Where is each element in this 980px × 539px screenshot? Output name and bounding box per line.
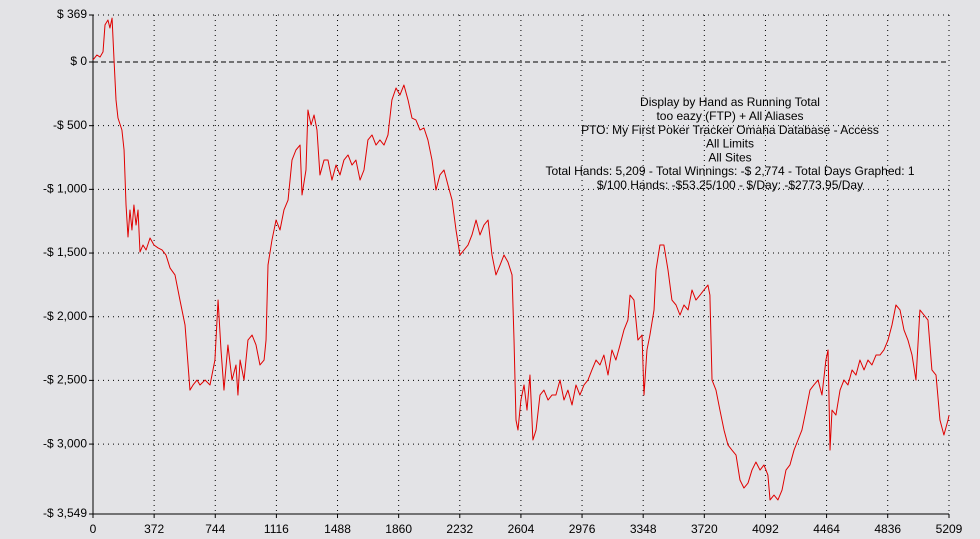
x-tick-label: 372 [144,522,164,536]
annotation: too eazy (FTP) + All Aliases [656,109,803,123]
annotation: Total Hands: 5,209 - Total Winnings: -$ … [545,164,914,178]
y-tick-label: -$ 3,000 [43,436,87,450]
y-tick-label: -$ 500 [53,118,87,132]
x-tick-label: 2976 [569,522,596,536]
x-tick-label: 3720 [691,522,718,536]
y-tick-label: -$ 3,549 [43,506,87,520]
annotation: All Limits [706,137,754,151]
annotation: $/100 Hands: -$53.25/100 - $/Day: -$2773… [597,178,863,192]
y-tick-label: -$ 2,500 [43,373,87,387]
x-tick-label: 1488 [324,522,351,536]
x-tick-label: 5209 [936,522,963,536]
x-tick-label: 3348 [630,522,657,536]
x-tick-label: 2232 [446,522,473,536]
annotation: PTO: My First Poker Tracker Omaha Databa… [581,123,879,137]
x-tick-label: 4836 [874,522,901,536]
x-tick-label: 744 [205,522,225,536]
x-tick-label: 4092 [752,522,779,536]
y-tick-label: $ 0 [70,54,87,68]
x-tick-label: 1860 [385,522,412,536]
y-tick-label: -$ 1,000 [43,182,87,196]
x-tick-label: 1116 [264,522,289,536]
y-tick-label: -$ 1,500 [43,245,87,259]
annotation: Display by Hand as Running Total [640,95,820,109]
x-tick-label: 4464 [813,522,840,536]
y-tick-label: -$ 2,000 [43,309,87,323]
x-tick-label: 2604 [508,522,535,536]
data-line [92,17,950,501]
x-tick-label: 0 [90,522,97,536]
y-tick-label: $ 369 [57,7,87,21]
annotation: All Sites [708,150,751,164]
